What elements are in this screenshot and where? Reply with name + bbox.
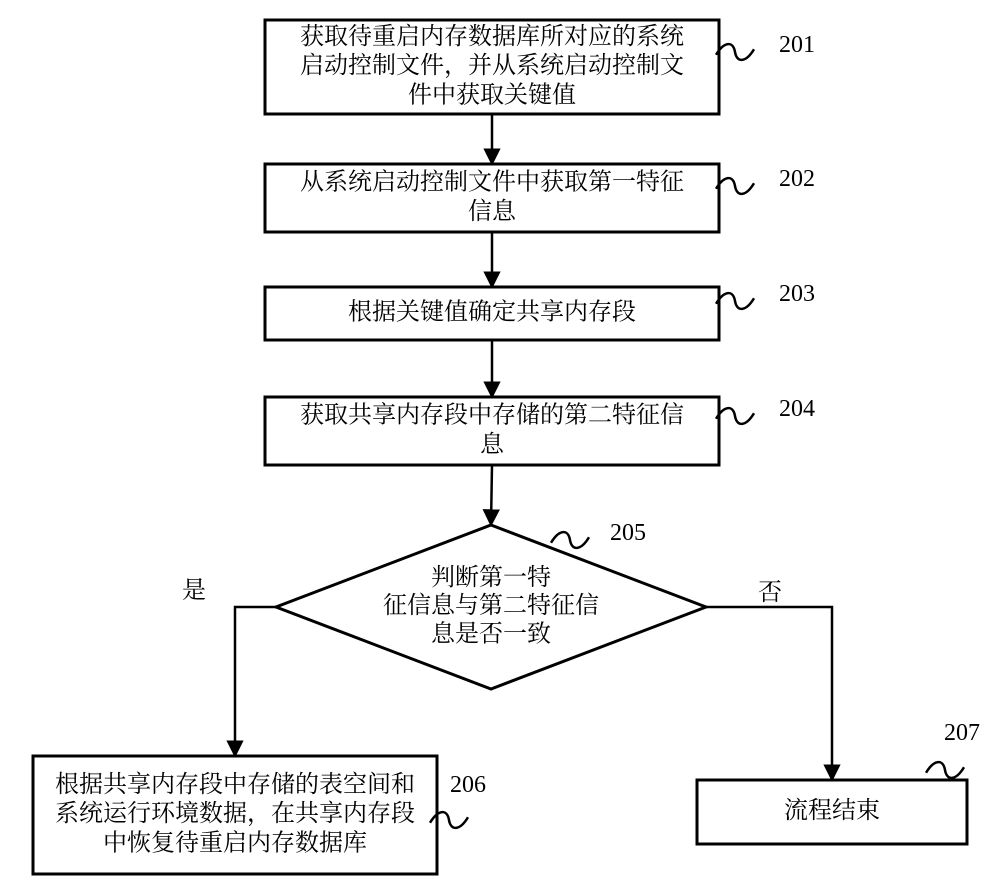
branch-label-yes: 是 xyxy=(182,570,206,605)
step-label-207: 207 xyxy=(944,720,980,746)
b7-line: 流程结束 xyxy=(784,790,880,825)
b4-line: 息 xyxy=(480,424,505,459)
squiggle-s201 xyxy=(716,44,754,60)
b3: 根据关键值确定共享内存段 xyxy=(265,287,719,340)
step-label-203: 203 xyxy=(779,281,815,307)
step-label-201: 201 xyxy=(779,32,815,58)
conn-4-decision xyxy=(491,465,492,525)
squiggle-s204 xyxy=(716,408,754,424)
b1: 获取待重启内存数据库所对应的系统启动控制文件，并从系统启动控制文件中获取关键值 xyxy=(265,16,719,114)
decision-line: 息是否一致 xyxy=(431,613,551,648)
step-label-202: 202 xyxy=(779,166,815,192)
b2-line: 信息 xyxy=(468,191,517,226)
step-label-206: 206 xyxy=(450,772,486,798)
b1-line: 件中获取关键值 xyxy=(408,74,576,109)
conn-decision-yes xyxy=(235,607,276,756)
b7: 流程结束 xyxy=(697,780,967,844)
conn-decision-no xyxy=(706,607,832,780)
b6-line: 中恢复待重启内存数据库 xyxy=(103,822,367,857)
step-label-204: 204 xyxy=(779,396,815,422)
step-label-205: 205 xyxy=(610,520,646,546)
decision-node: 判断第一特征信息与第二特征信息是否一致 xyxy=(276,525,706,689)
b4: 获取共享内存段中存储的第二特征信息 xyxy=(265,395,719,465)
squiggle-s205 xyxy=(551,532,589,548)
branch-label-no: 否 xyxy=(758,572,782,607)
squiggle-s203 xyxy=(716,293,754,309)
b3-line: 根据关键值确定共享内存段 xyxy=(348,292,636,327)
b6: 根据共享内存段中存储的表空间和系统运行环境数据，在共享内存段中恢复待重启内存数据… xyxy=(33,756,437,874)
squiggle-s207 xyxy=(926,762,964,778)
squiggle-s202 xyxy=(716,178,754,194)
b2: 从系统启动控制文件中获取第一特征信息 xyxy=(265,162,719,232)
